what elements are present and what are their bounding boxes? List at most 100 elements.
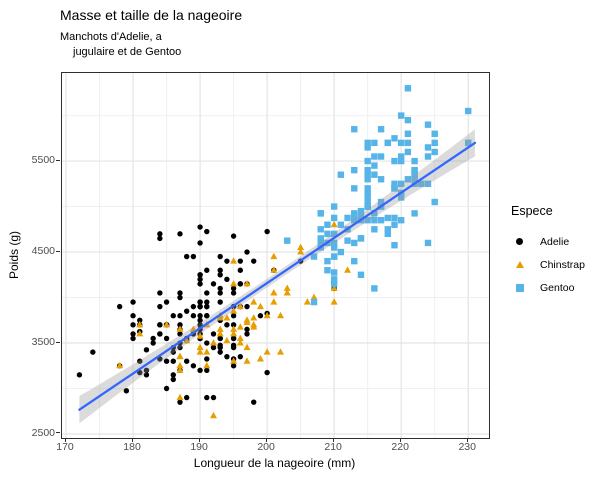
data-point-gentoo bbox=[391, 135, 398, 142]
x-tick-mark bbox=[466, 438, 468, 442]
data-point-adelie bbox=[204, 313, 210, 319]
data-point-gentoo bbox=[431, 148, 438, 156]
data-point-adelie bbox=[143, 347, 150, 353]
data-point-adelie bbox=[197, 367, 203, 374]
data-point-adelie bbox=[204, 228, 210, 235]
data-point-adelie bbox=[230, 285, 237, 292]
data-point-adelie bbox=[157, 303, 163, 310]
data-point-adelie bbox=[177, 344, 183, 351]
data-point-chinstrap bbox=[330, 220, 338, 228]
data-point-chinstrap bbox=[236, 334, 244, 341]
data-point-gentoo bbox=[357, 212, 365, 219]
data-point-adelie bbox=[230, 342, 237, 348]
data-point-gentoo bbox=[397, 194, 405, 201]
data-point-gentoo bbox=[424, 153, 432, 160]
data-point-adelie bbox=[217, 299, 223, 305]
data-point-gentoo bbox=[371, 285, 378, 292]
data-point-adelie bbox=[190, 313, 197, 319]
data-point-gentoo bbox=[371, 217, 378, 224]
data-point-chinstrap bbox=[243, 357, 251, 364]
data-point-gentoo bbox=[351, 126, 358, 133]
data-point-adelie bbox=[163, 385, 170, 392]
data-point-chinstrap bbox=[230, 325, 238, 332]
data-point-gentoo bbox=[411, 176, 418, 183]
data-point-chinstrap bbox=[330, 284, 338, 291]
data-point-adelie bbox=[244, 331, 250, 337]
data-point-chinstrap bbox=[176, 393, 184, 401]
data-point-adelie bbox=[217, 253, 223, 260]
data-point-chinstrap bbox=[283, 284, 291, 291]
data-point-adelie bbox=[204, 290, 210, 296]
data-point-gentoo bbox=[371, 139, 378, 147]
data-point-adelie bbox=[237, 258, 244, 264]
data-point-adelie bbox=[210, 394, 217, 401]
y-tick-mark bbox=[56, 159, 60, 161]
data-point-gentoo bbox=[397, 153, 405, 160]
data-point-chinstrap bbox=[310, 293, 318, 301]
data-point-gentoo bbox=[351, 166, 358, 174]
data-point-gentoo bbox=[330, 239, 338, 247]
data-point-adelie bbox=[197, 281, 203, 287]
x-tick-mark bbox=[265, 438, 267, 442]
data-point-gentoo bbox=[330, 230, 338, 238]
x-tick-mark bbox=[64, 438, 66, 442]
data-point-gentoo bbox=[465, 139, 472, 147]
data-point-chinstrap bbox=[297, 243, 305, 250]
data-point-chinstrap bbox=[216, 325, 224, 332]
data-point-adelie bbox=[130, 335, 136, 342]
data-point-chinstrap bbox=[216, 314, 224, 321]
data-point-gentoo bbox=[357, 271, 365, 278]
data-point-gentoo bbox=[330, 276, 338, 283]
data-point-gentoo bbox=[330, 203, 338, 210]
data-point-chinstrap bbox=[196, 343, 204, 351]
data-point-gentoo bbox=[384, 139, 391, 147]
data-point-adelie bbox=[244, 249, 250, 255]
data-point-adelie bbox=[123, 388, 130, 394]
data-point-adelie bbox=[157, 231, 163, 237]
data-point-chinstrap bbox=[136, 330, 144, 337]
data-point-adelie bbox=[170, 372, 176, 378]
data-point-adelie bbox=[130, 322, 136, 328]
data-point-gentoo bbox=[397, 217, 405, 224]
data-point-chinstrap bbox=[256, 355, 264, 362]
data-point-chinstrap bbox=[250, 298, 258, 305]
data-point-gentoo bbox=[391, 242, 398, 249]
data-point-adelie bbox=[116, 303, 123, 310]
data-point-adelie bbox=[197, 317, 203, 323]
data-point-gentoo bbox=[364, 198, 371, 206]
data-point-chinstrap bbox=[330, 298, 338, 305]
data-point-gentoo bbox=[317, 235, 324, 242]
x-tick-label: 210 bbox=[324, 441, 342, 453]
data-point-adelie bbox=[237, 281, 244, 287]
data-point-gentoo bbox=[330, 253, 338, 260]
data-point-gentoo bbox=[324, 230, 331, 238]
y-tick-label: 5500 bbox=[31, 154, 55, 167]
data-point-gentoo bbox=[377, 217, 385, 224]
data-point-gentoo bbox=[465, 107, 472, 115]
data-point-adelie bbox=[177, 399, 183, 405]
data-point-adelie bbox=[210, 331, 217, 337]
data-point-adelie bbox=[230, 233, 237, 239]
data-point-gentoo bbox=[344, 214, 351, 222]
data-point-adelie bbox=[217, 335, 223, 342]
data-point-chinstrap bbox=[230, 307, 238, 314]
data-point-chinstrap bbox=[250, 323, 258, 330]
data-point-gentoo bbox=[364, 194, 371, 201]
x-tick-mark bbox=[198, 438, 200, 442]
data-point-gentoo bbox=[364, 157, 371, 165]
data-point-gentoo bbox=[364, 176, 371, 183]
data-point-adelie bbox=[230, 322, 237, 328]
x-axis-title: Longueur de la nageoire (mm) bbox=[193, 456, 356, 470]
data-point-gentoo bbox=[330, 244, 338, 251]
data-point-gentoo bbox=[364, 185, 371, 192]
data-point-adelie bbox=[137, 317, 143, 323]
data-point-gentoo bbox=[351, 185, 358, 192]
plot-subtitle-line1: Manchots d'Adelie, a bbox=[60, 31, 162, 43]
data-point-gentoo bbox=[391, 180, 398, 188]
data-point-chinstrap bbox=[250, 314, 258, 321]
data-point-chinstrap bbox=[196, 332, 204, 339]
data-point-adelie bbox=[217, 272, 223, 278]
data-point-gentoo bbox=[357, 235, 365, 242]
data-point-adelie bbox=[204, 367, 210, 374]
plot-subtitle-line2: jugulaire et de Gentoo bbox=[73, 46, 182, 58]
